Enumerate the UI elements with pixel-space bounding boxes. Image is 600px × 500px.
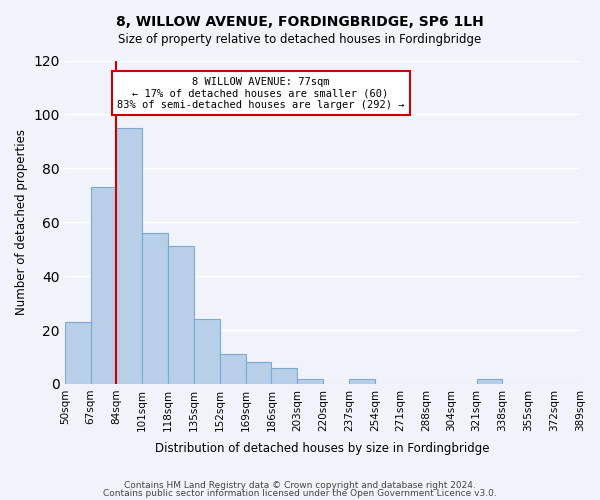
Bar (116, 128, 142, 384)
Bar (245, 362, 271, 384)
Bar (91, 187, 116, 384)
Bar (142, 233, 168, 384)
Bar (168, 246, 194, 384)
Bar (220, 354, 245, 384)
Bar (349, 378, 375, 384)
Bar (194, 319, 220, 384)
Text: Size of property relative to detached houses in Fordingbridge: Size of property relative to detached ho… (118, 32, 482, 46)
Text: Contains public sector information licensed under the Open Government Licence v3: Contains public sector information licen… (103, 488, 497, 498)
Text: 8 WILLOW AVENUE: 77sqm
← 17% of detached houses are smaller (60)
83% of semi-det: 8 WILLOW AVENUE: 77sqm ← 17% of detached… (117, 76, 404, 110)
Bar (476, 378, 502, 384)
X-axis label: Distribution of detached houses by size in Fordingbridge: Distribution of detached houses by size … (155, 442, 490, 455)
Text: Contains HM Land Registry data © Crown copyright and database right 2024.: Contains HM Land Registry data © Crown c… (124, 481, 476, 490)
Bar (65, 322, 91, 384)
Bar (271, 368, 298, 384)
Text: 8, WILLOW AVENUE, FORDINGBRIDGE, SP6 1LH: 8, WILLOW AVENUE, FORDINGBRIDGE, SP6 1LH (116, 15, 484, 29)
Bar (298, 378, 323, 384)
Y-axis label: Number of detached properties: Number of detached properties (15, 129, 28, 315)
